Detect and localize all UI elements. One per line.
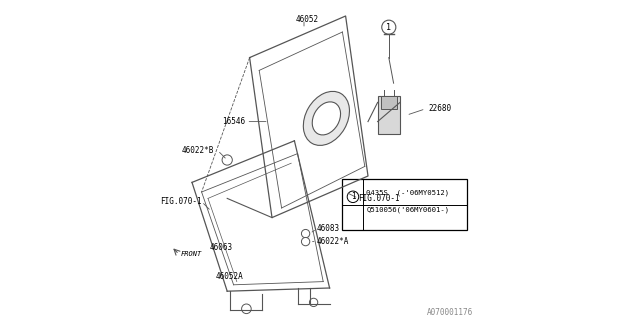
Circle shape xyxy=(381,20,396,34)
Circle shape xyxy=(310,298,318,307)
Text: 46052: 46052 xyxy=(296,15,319,24)
FancyBboxPatch shape xyxy=(342,179,467,230)
Text: 0435S  (-'06MY0512): 0435S (-'06MY0512) xyxy=(366,190,449,196)
Text: 46052A: 46052A xyxy=(216,272,244,281)
Bar xyxy=(378,96,400,134)
Circle shape xyxy=(301,229,310,238)
Bar xyxy=(381,96,397,109)
Text: A070001176: A070001176 xyxy=(428,308,474,317)
Text: 46083: 46083 xyxy=(317,224,340,233)
Text: 1: 1 xyxy=(351,192,355,201)
Circle shape xyxy=(222,155,232,165)
Text: Q510056('06MY0601-): Q510056('06MY0601-) xyxy=(366,206,449,213)
Text: FRONT: FRONT xyxy=(181,252,202,257)
Ellipse shape xyxy=(312,102,340,135)
Circle shape xyxy=(242,304,252,314)
Circle shape xyxy=(301,237,310,246)
Text: 22680: 22680 xyxy=(429,104,452,113)
Text: FIG.070-1: FIG.070-1 xyxy=(358,194,400,203)
Text: 46063: 46063 xyxy=(210,244,233,252)
Text: 16546: 16546 xyxy=(221,117,245,126)
Circle shape xyxy=(347,191,358,203)
Text: 1: 1 xyxy=(387,23,391,32)
Ellipse shape xyxy=(303,92,349,145)
Text: 46022*B: 46022*B xyxy=(182,146,214,155)
Text: 46022*A: 46022*A xyxy=(317,237,349,246)
Text: FIG.070-1: FIG.070-1 xyxy=(160,197,202,206)
